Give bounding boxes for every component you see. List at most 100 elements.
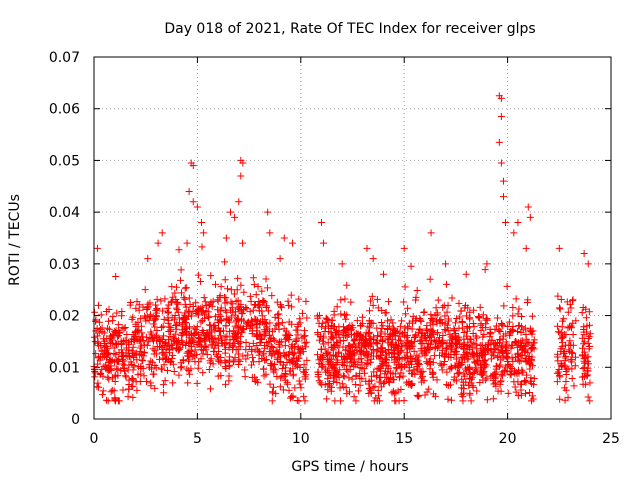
data-point bbox=[91, 308, 99, 316]
data-point bbox=[275, 350, 283, 358]
data-point bbox=[235, 304, 243, 312]
data-point bbox=[172, 283, 180, 291]
data-point bbox=[466, 308, 474, 316]
data-point bbox=[200, 294, 208, 302]
y-tick-label: 0 bbox=[71, 412, 80, 428]
data-point bbox=[404, 304, 412, 312]
data-point bbox=[107, 388, 115, 396]
data-point bbox=[365, 317, 373, 325]
data-point bbox=[568, 358, 576, 366]
data-point bbox=[340, 372, 348, 380]
data-point bbox=[172, 321, 180, 329]
data-point bbox=[356, 364, 364, 372]
data-point bbox=[231, 213, 239, 221]
data-point bbox=[234, 305, 242, 313]
data-point bbox=[256, 348, 264, 356]
data-point bbox=[283, 334, 291, 342]
data-point bbox=[397, 386, 405, 394]
data-point bbox=[450, 327, 458, 335]
data-point bbox=[530, 375, 538, 383]
data-point bbox=[353, 331, 361, 339]
data-point bbox=[288, 344, 296, 352]
data-point bbox=[208, 302, 216, 310]
data-point bbox=[295, 377, 303, 385]
data-point bbox=[217, 312, 225, 320]
data-point bbox=[278, 304, 286, 312]
data-point bbox=[140, 348, 148, 356]
data-point bbox=[385, 379, 393, 387]
data-point bbox=[382, 359, 390, 367]
data-point bbox=[447, 381, 455, 389]
data-point bbox=[497, 94, 505, 102]
data-point bbox=[147, 379, 155, 387]
data-point bbox=[165, 345, 173, 353]
data-point bbox=[507, 371, 515, 379]
data-point bbox=[294, 343, 302, 351]
data-point bbox=[499, 352, 507, 360]
data-point bbox=[314, 368, 322, 376]
data-point bbox=[281, 342, 289, 350]
data-point bbox=[250, 281, 258, 289]
data-point bbox=[556, 372, 564, 380]
data-point bbox=[355, 341, 363, 349]
data-point bbox=[462, 348, 470, 356]
data-point bbox=[112, 327, 120, 335]
data-point bbox=[114, 321, 122, 329]
data-point bbox=[439, 331, 447, 339]
data-point bbox=[507, 344, 515, 352]
data-point bbox=[227, 286, 235, 294]
data-point bbox=[444, 301, 452, 309]
data-point bbox=[321, 327, 329, 335]
data-point bbox=[251, 346, 259, 354]
data-point bbox=[191, 346, 199, 354]
data-point bbox=[118, 339, 126, 347]
data-point bbox=[221, 333, 229, 341]
data-point bbox=[433, 309, 441, 317]
data-point bbox=[422, 358, 430, 366]
data-point bbox=[140, 341, 148, 349]
data-point bbox=[369, 383, 377, 391]
data-point bbox=[266, 229, 274, 237]
data-point bbox=[265, 307, 273, 315]
data-point bbox=[172, 296, 180, 304]
data-point bbox=[264, 208, 272, 216]
data-point bbox=[459, 389, 467, 397]
data-point bbox=[269, 343, 277, 351]
data-point bbox=[183, 239, 191, 247]
data-point bbox=[384, 346, 392, 354]
data-point bbox=[137, 315, 145, 323]
data-point bbox=[430, 330, 438, 338]
data-point bbox=[349, 340, 357, 348]
data-point bbox=[119, 355, 127, 363]
data-point bbox=[262, 275, 270, 283]
data-point bbox=[463, 355, 471, 363]
data-point bbox=[129, 382, 137, 390]
data-point bbox=[149, 345, 157, 353]
data-point bbox=[523, 371, 531, 379]
data-point bbox=[265, 332, 273, 340]
data-point bbox=[423, 388, 431, 396]
data-point bbox=[248, 347, 256, 355]
data-point bbox=[417, 368, 425, 376]
data-point bbox=[153, 295, 161, 303]
data-point bbox=[272, 390, 280, 398]
data-point bbox=[343, 358, 351, 366]
data-point bbox=[315, 319, 323, 327]
data-point bbox=[558, 329, 566, 337]
data-point bbox=[505, 318, 513, 326]
data-point bbox=[314, 331, 322, 339]
data-point bbox=[343, 390, 351, 398]
data-point bbox=[358, 347, 366, 355]
data-point bbox=[211, 321, 219, 329]
data-point bbox=[479, 371, 487, 379]
data-point bbox=[444, 326, 452, 334]
data-point bbox=[367, 376, 375, 384]
x-tick-label: 15 bbox=[395, 431, 413, 447]
data-point bbox=[179, 339, 187, 347]
data-point bbox=[130, 336, 138, 344]
data-point bbox=[94, 360, 102, 368]
data-point bbox=[559, 334, 567, 342]
data-point bbox=[253, 332, 261, 340]
data-point bbox=[203, 351, 211, 359]
data-point bbox=[333, 303, 341, 311]
